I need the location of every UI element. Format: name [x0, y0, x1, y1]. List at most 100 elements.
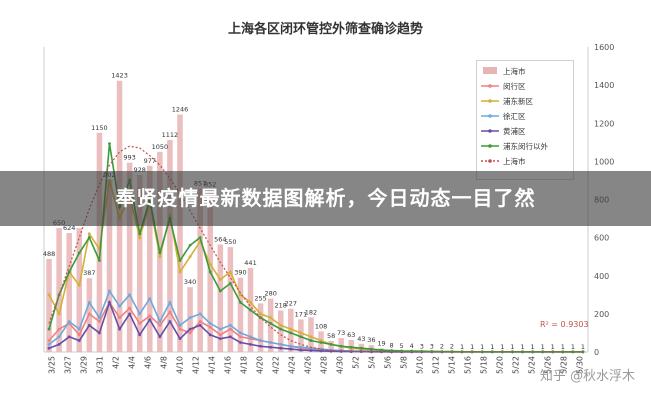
watermark-text: 知乎 @秋水浮木	[540, 365, 635, 384]
series-point	[179, 324, 182, 327]
bar-value-label: 43	[357, 335, 365, 343]
legend-label: 闵行区	[503, 81, 526, 91]
series-point	[249, 301, 252, 304]
series-point	[58, 343, 61, 346]
x-tick-label: 3/27	[64, 356, 73, 374]
series-point	[199, 312, 202, 315]
series-point	[340, 345, 343, 348]
headline-text: 奉贤疫情最新数据图解析，今日动态一目了然	[0, 171, 651, 226]
series-point	[138, 322, 141, 325]
series-point	[58, 335, 61, 338]
series-point	[229, 282, 232, 285]
series-point	[229, 335, 232, 338]
bar-value-label: 1	[500, 343, 504, 351]
bar-value-label: 4	[410, 342, 414, 350]
series-point	[249, 309, 252, 312]
series-point	[78, 339, 81, 342]
x-tick-label: 4/12	[192, 356, 201, 374]
x-tick-label: 4/28	[320, 356, 329, 374]
series-point	[239, 335, 242, 338]
series-point	[148, 314, 151, 317]
series-point	[98, 332, 101, 335]
bar-value-label: 36	[367, 336, 375, 344]
bar-value-label: 1	[480, 343, 484, 351]
series-point	[48, 339, 51, 342]
series-point	[68, 271, 71, 274]
chart-title: 上海各区闭环管控外筛查确诊趋势	[0, 18, 651, 37]
series-point	[229, 324, 232, 327]
series-point	[330, 343, 333, 346]
series-point	[259, 339, 262, 342]
y-tick-label: 1600	[594, 43, 614, 52]
series-point	[179, 259, 182, 262]
series-point	[68, 320, 71, 323]
series-point	[138, 236, 141, 239]
legend-marker	[488, 99, 492, 103]
series-point	[289, 332, 292, 335]
series-point	[279, 324, 282, 327]
bar-value-label: 550	[224, 238, 236, 246]
series-point	[289, 328, 292, 331]
series-point	[299, 349, 302, 352]
y-tick-label: 0	[594, 348, 599, 357]
series-point	[189, 332, 192, 335]
series-point	[320, 341, 323, 344]
headline-banner: 奉贤疫情最新数据图解析，今日动态一目了然	[0, 171, 651, 226]
bar-value-label: 1	[541, 343, 545, 351]
legend-marker	[488, 159, 492, 163]
legend-label: 黄浦区	[503, 126, 526, 136]
x-tick-label: 5/10	[416, 356, 425, 374]
legend-marker	[488, 114, 492, 118]
bar-value-label: 227	[285, 300, 297, 308]
legend-label: 上海市	[503, 66, 526, 76]
series-point	[239, 341, 242, 344]
x-tick-label: 4/4	[128, 356, 137, 369]
x-tick-label: 5/8	[400, 356, 409, 369]
legend-marker	[488, 84, 492, 88]
series-point	[128, 293, 131, 296]
bar-value-label: 58	[327, 332, 335, 340]
legend-swatch	[483, 67, 497, 74]
series-point	[158, 324, 161, 327]
series-point	[48, 347, 51, 350]
x-tick-label: 4/22	[272, 356, 281, 374]
y-tick-label: 400	[594, 272, 609, 281]
series-point	[179, 337, 182, 340]
series-point	[108, 301, 111, 304]
x-tick-label: 5/22	[512, 356, 521, 374]
bar-value-label: 108	[315, 322, 327, 330]
series-point	[279, 328, 282, 331]
bar-value-label: 1112	[162, 131, 179, 139]
series-point	[148, 318, 151, 321]
series-point	[88, 236, 91, 239]
series-point	[199, 320, 202, 323]
x-tick-label: 4/8	[160, 356, 169, 369]
series-point	[118, 328, 121, 331]
x-tick-label: 4/14	[208, 356, 217, 374]
legend-label: 浦东闵行以外	[503, 141, 548, 151]
series-point	[289, 345, 292, 348]
r-squared-annotation: R² = 0.9303	[540, 320, 589, 329]
legend-label: 浦东新区	[503, 96, 533, 106]
series-point	[209, 322, 212, 325]
series-point	[158, 251, 161, 254]
bar-value-label: 5	[400, 342, 404, 350]
x-tick-label: 5/2	[352, 356, 361, 369]
y-tick-label: 1400	[594, 81, 614, 90]
bar-value-label: 182	[305, 308, 317, 316]
series-point	[169, 301, 172, 304]
series-point	[98, 259, 101, 262]
x-tick-label: 5/4	[368, 356, 377, 369]
series-point	[199, 324, 202, 327]
series-point	[169, 311, 172, 314]
bar-value-label: 3	[430, 342, 434, 350]
series-point	[310, 349, 313, 352]
series-point	[128, 307, 131, 310]
bar-value-label: 1	[551, 343, 555, 351]
series-point	[88, 232, 91, 235]
y-tick-label: 1000	[594, 157, 614, 166]
x-tick-label: 5/12	[432, 356, 441, 374]
x-tick-label: 3/31	[96, 356, 105, 374]
